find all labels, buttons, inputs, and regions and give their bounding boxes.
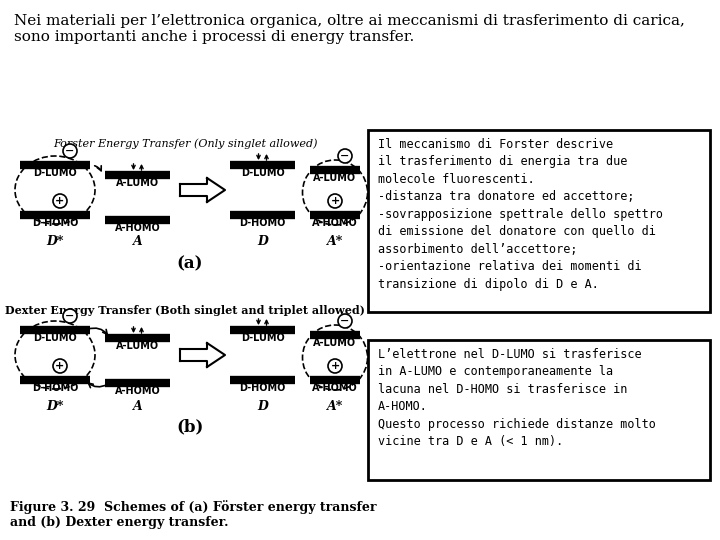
Text: D-HOMO: D-HOMO [239, 383, 286, 393]
Text: sono importanti anche i processi di energy transfer.: sono importanti anche i processi di ener… [14, 30, 414, 44]
Text: D: D [257, 235, 268, 248]
Text: Dexter Energy Transfer (Both singlet and triplet allowed): Dexter Energy Transfer (Both singlet and… [5, 305, 365, 316]
Text: (a): (a) [176, 255, 203, 272]
Circle shape [328, 359, 342, 373]
Text: Nei materiali per l’elettronica organica, oltre ai meccanismi di trasferimento d: Nei materiali per l’elettronica organica… [14, 14, 685, 28]
Text: +: + [55, 196, 65, 206]
Text: A*: A* [327, 235, 343, 248]
Text: Il meccanismo di Forster descrive
il trasferimento di energia tra due
molecole f: Il meccanismo di Forster descrive il tra… [378, 138, 663, 291]
Text: D-HOMO: D-HOMO [32, 218, 78, 228]
Text: D*: D* [46, 400, 63, 413]
Circle shape [53, 194, 67, 208]
Text: (b): (b) [176, 418, 204, 435]
Text: −: − [66, 311, 75, 321]
Text: A*: A* [327, 400, 343, 413]
Text: A-HOMO: A-HOMO [312, 218, 358, 228]
Text: A-LUMO: A-LUMO [313, 338, 356, 348]
Text: −: − [341, 316, 350, 326]
Text: Forster Energy Transfer (Only singlet allowed): Forster Energy Transfer (Only singlet al… [53, 138, 318, 149]
Text: A-LUMO: A-LUMO [116, 341, 159, 351]
Bar [368, 130, 710, 312]
Circle shape [63, 144, 77, 158]
Text: +: + [55, 361, 65, 371]
Bar [368, 340, 710, 480]
Text: A-HOMO: A-HOMO [114, 223, 161, 233]
Text: +: + [330, 361, 340, 371]
Circle shape [338, 314, 352, 328]
Text: −: − [341, 151, 350, 161]
Text: D-LUMO: D-LUMO [240, 333, 284, 343]
Text: D-HOMO: D-HOMO [32, 383, 78, 393]
Text: D*: D* [46, 235, 63, 248]
Circle shape [328, 194, 342, 208]
Text: L’elettrone nel D-LUMO si trasferisce
in A-LUMO e contemporaneamente la
lacuna n: L’elettrone nel D-LUMO si trasferisce in… [378, 348, 656, 449]
Text: D-LUMO: D-LUMO [33, 168, 77, 178]
Text: D: D [257, 400, 268, 413]
Text: A: A [132, 400, 143, 413]
Text: D-LUMO: D-LUMO [33, 333, 77, 343]
Circle shape [338, 149, 352, 163]
Text: D-HOMO: D-HOMO [239, 218, 286, 228]
Text: A-LUMO: A-LUMO [116, 178, 159, 188]
Text: A-HOMO: A-HOMO [312, 383, 358, 393]
Text: Figure 3. 29  Schemes of (a) Förster energy transfer
and (b) Dexter energy trans: Figure 3. 29 Schemes of (a) Förster ener… [10, 500, 377, 529]
Text: D-LUMO: D-LUMO [240, 168, 284, 178]
Circle shape [63, 309, 77, 323]
Text: +: + [330, 196, 340, 206]
Text: A: A [132, 235, 143, 248]
Text: −: − [66, 146, 75, 156]
Text: A-HOMO: A-HOMO [114, 386, 161, 396]
Text: A-LUMO: A-LUMO [313, 173, 356, 183]
Circle shape [53, 359, 67, 373]
